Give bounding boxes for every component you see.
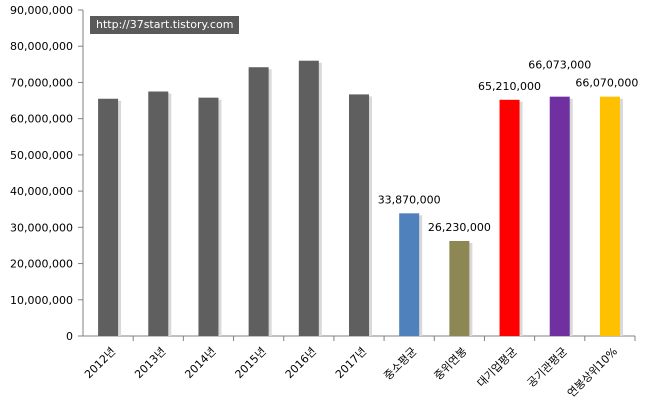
bar: [549, 96, 570, 336]
bar: [349, 94, 369, 336]
x-tick-label: 2012년: [82, 345, 118, 381]
bar: [599, 96, 620, 336]
y-tick-label: 30,000,000: [10, 221, 73, 234]
y-tick-label: 70,000,000: [10, 76, 73, 89]
bars: [98, 60, 623, 336]
x-tick-label: 공기관평균: [525, 345, 570, 390]
y-tick-label: 50,000,000: [10, 149, 73, 162]
data-labels: 33,870,000 26,230,000 65,210,000 66,073,000…: [378, 59, 639, 234]
y-tick-label: 0: [66, 330, 73, 343]
y-tick-label: 20,000,000: [10, 258, 73, 271]
watermark-text: http://37start.tistory.com: [90, 16, 240, 34]
y-tick-label: 40,000,000: [10, 185, 73, 198]
y-tick-label: 60,000,000: [10, 113, 73, 126]
x-tick-label: 2014년: [182, 345, 218, 381]
data-label: 33,870,000: [378, 193, 441, 206]
y-tick-label: 10,000,000: [10, 294, 73, 307]
x-tick-label: 2016년: [283, 345, 319, 381]
y-axis: 0 10,000,000 20,000,000 30,000,000 40,000,00…: [10, 4, 84, 343]
bar: [98, 98, 119, 336]
bar: [198, 97, 219, 336]
bar: [148, 91, 169, 336]
bar: [499, 99, 520, 336]
x-tick-label: 2017년: [333, 345, 369, 381]
bar: [399, 213, 420, 336]
y-tick-label: 80,000,000: [10, 40, 73, 53]
data-label: 66,073,000: [528, 59, 591, 72]
x-tick-label: 중위연봉: [432, 345, 470, 383]
bar: [298, 60, 319, 336]
data-label: 26,230,000: [428, 221, 491, 234]
x-tick-label: 연봉상위10%: [565, 345, 620, 400]
data-label: 65,210,000: [478, 80, 541, 93]
bar: [248, 67, 269, 336]
x-tick-label: 2013년: [132, 345, 168, 381]
y-tick-label: 90,000,000: [10, 4, 73, 17]
x-tick-label: 2015년: [233, 345, 269, 381]
x-axis: 2012년 2013년 2014년 2015년 2016년 2017년 중소평균 중위연봉 대기…: [82, 335, 636, 400]
data-label: 66,070,000: [575, 77, 638, 90]
x-tick-label: 중소평균: [381, 345, 419, 383]
bar: [449, 240, 470, 336]
x-tick-label: 대기업평균: [475, 345, 520, 390]
